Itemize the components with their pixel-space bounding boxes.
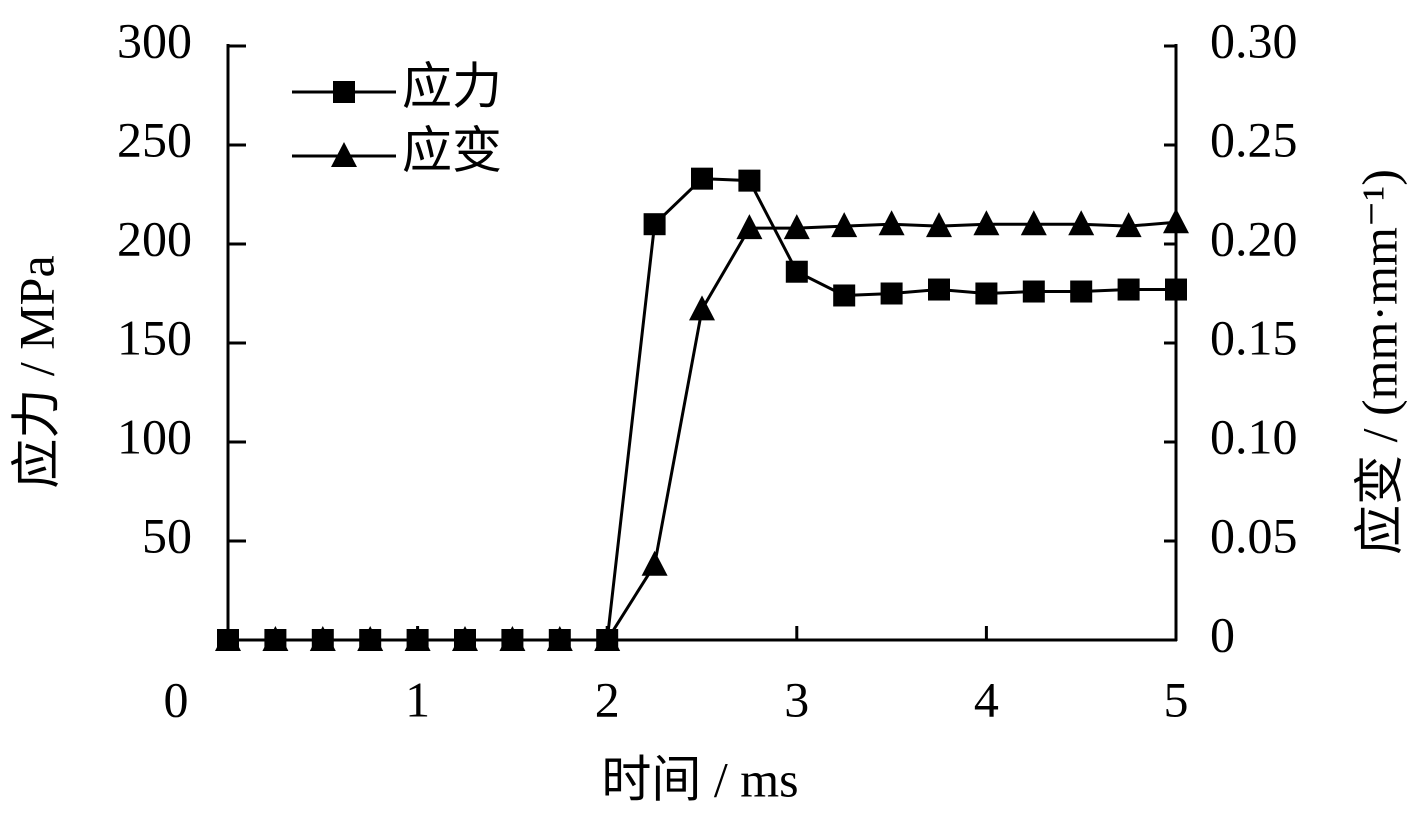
marker (1163, 208, 1189, 234)
y-tick-label: 50 (142, 507, 192, 563)
marker (738, 169, 761, 192)
marker (1070, 280, 1093, 303)
marker (594, 626, 621, 651)
y-tick-label: 250 (117, 111, 192, 167)
y2-tick-label: 0.25 (1210, 111, 1298, 167)
marker (215, 626, 241, 651)
marker (928, 278, 950, 301)
x-tick-label: 2 (595, 671, 620, 727)
marker (926, 212, 952, 238)
x-tick-label: 4 (974, 671, 999, 727)
marker (783, 214, 810, 240)
y-tick-label: 100 (117, 408, 192, 464)
y2-tick-label: 0.10 (1210, 408, 1298, 464)
marker (452, 626, 478, 651)
marker (785, 260, 808, 283)
marker (546, 626, 573, 651)
marker (878, 210, 905, 236)
marker (880, 282, 903, 305)
y-tick-label: 200 (117, 210, 192, 266)
marker (973, 210, 1000, 236)
marker (1020, 210, 1047, 236)
marker (499, 626, 526, 651)
marker (833, 284, 856, 307)
legend-label: 应变 (402, 122, 502, 178)
marker (691, 167, 713, 190)
y2-tick-label: 0.30 (1210, 12, 1298, 68)
marker (736, 214, 763, 240)
y2-axis-label: 应变 / (mm·mm⁻¹) (1351, 169, 1407, 555)
marker (641, 550, 668, 576)
marker (689, 295, 715, 321)
y2-tick-label: 0.15 (1210, 309, 1298, 365)
series-line (228, 177, 1176, 642)
marker (309, 626, 336, 651)
x-axis-label: 时间 / ms (601, 751, 798, 807)
y-tick-label: 300 (117, 12, 192, 68)
marker (975, 282, 998, 305)
y2-tick-label: 0.05 (1210, 507, 1298, 563)
marker (831, 212, 858, 238)
legend-marker (331, 142, 357, 167)
marker (1117, 278, 1140, 301)
x-tick-label: 5 (1164, 671, 1189, 727)
marker (404, 626, 431, 651)
marker (1068, 210, 1095, 236)
marker (643, 213, 666, 236)
y-tick-label: 150 (117, 309, 192, 365)
x-tick-label: 0 (164, 671, 189, 727)
x-tick-label: 3 (784, 671, 809, 727)
marker (1165, 278, 1187, 301)
legend-marker (333, 81, 355, 103)
marker (1115, 212, 1142, 238)
marker (1022, 280, 1045, 303)
x-tick-label: 1 (405, 671, 430, 727)
marker (262, 626, 289, 651)
y2-tick-label: 0.20 (1210, 210, 1298, 266)
y-axis-label: 应力 / MPa (8, 255, 64, 488)
marker (357, 626, 384, 651)
y2-tick-label: 0 (1210, 606, 1235, 662)
legend-label: 应力 (402, 58, 502, 114)
